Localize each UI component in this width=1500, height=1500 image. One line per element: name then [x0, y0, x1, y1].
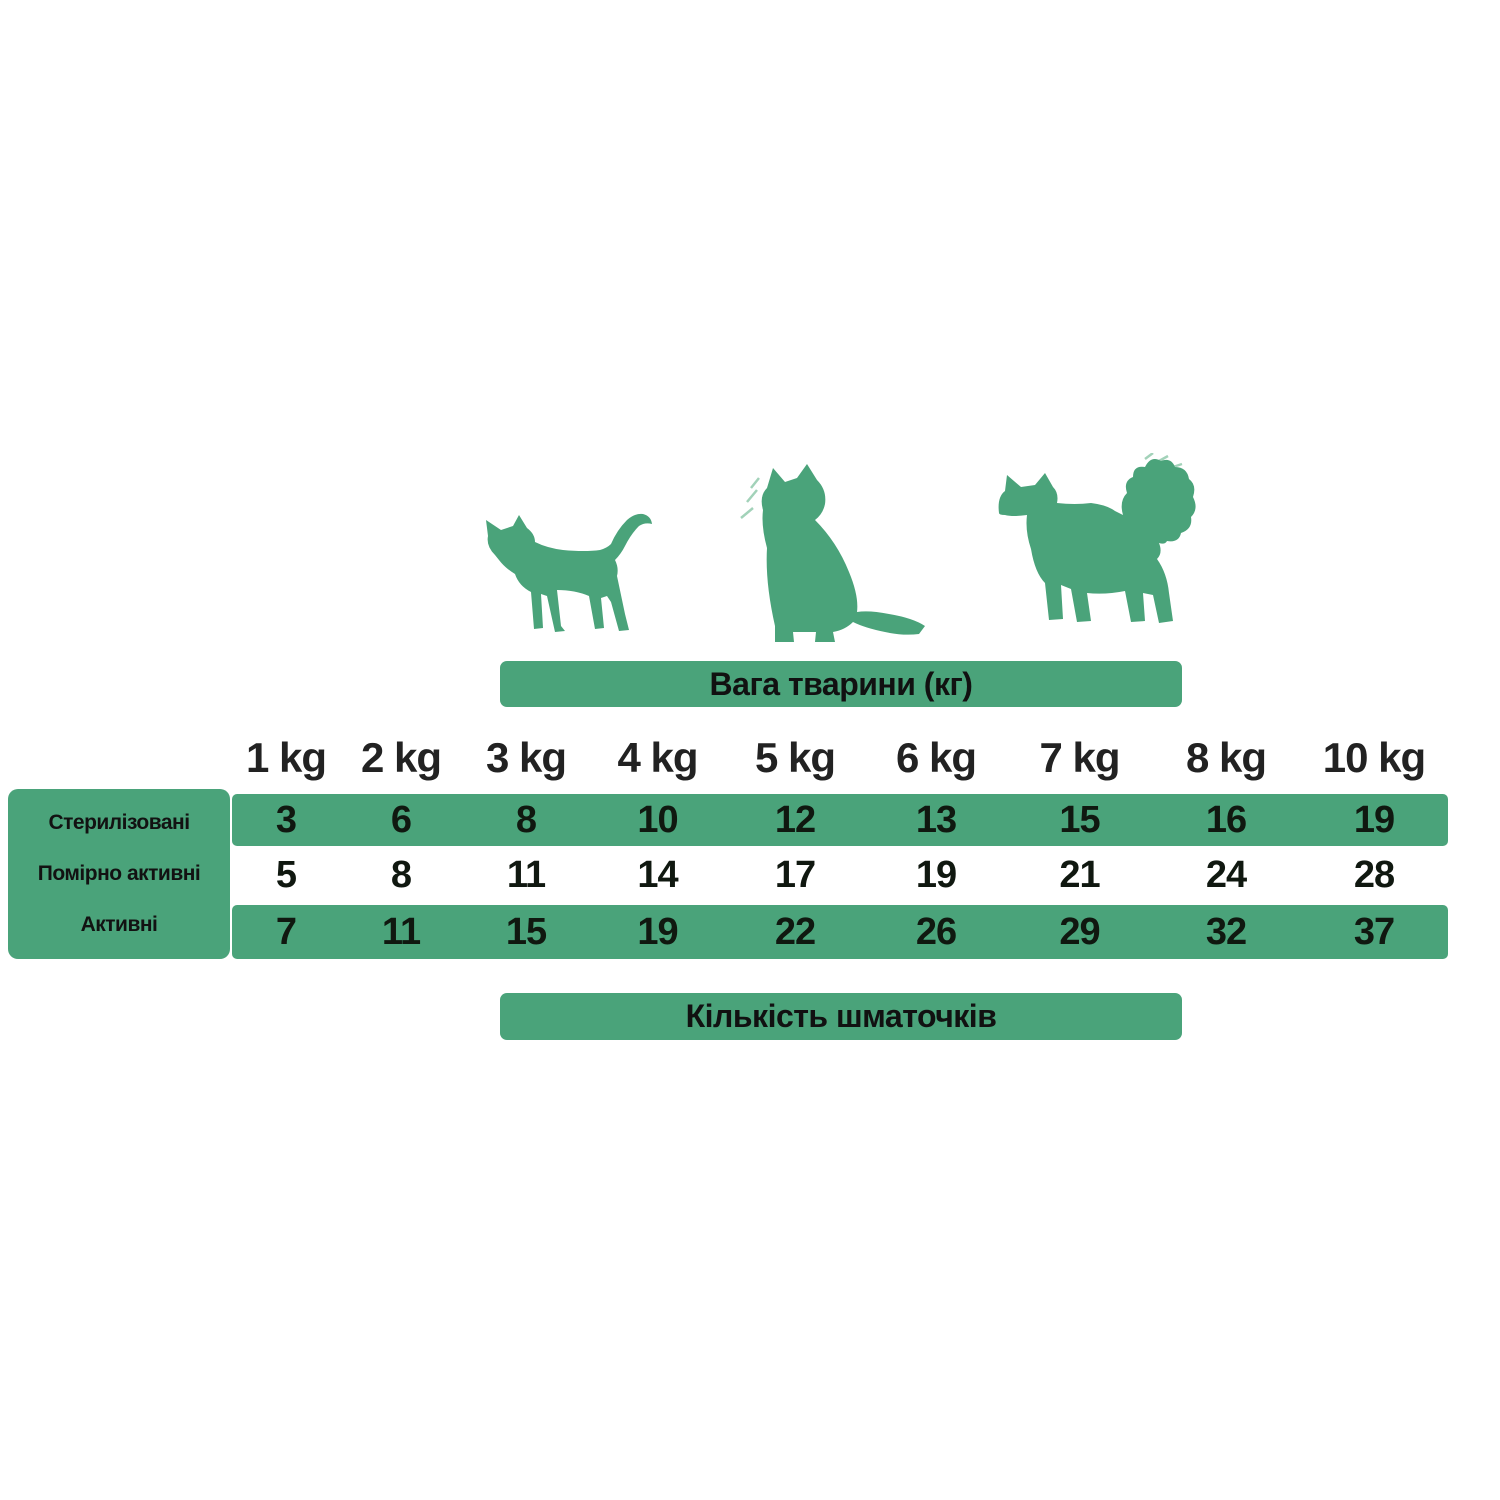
activity-labels-block: Стерилізовані Помірно активні Активні	[8, 789, 230, 959]
cell-value: 19	[1353, 798, 1395, 841]
cell-value: 14	[637, 854, 678, 896]
cell-value: 19	[915, 854, 957, 896]
weight-header: 7 kg	[1039, 734, 1120, 781]
pieces-banner: Кількість шматочків	[500, 993, 1182, 1040]
weight-header: 8 kg	[1185, 734, 1267, 781]
cell-value: 16	[1205, 798, 1247, 841]
weight-header-row: 1 kg 2 kg 3 kg 4 kg 5 kg 6 kg 7 kg 8 kg …	[232, 731, 1448, 785]
weight-header: 2 kg	[360, 734, 442, 781]
cell-value: 17	[774, 854, 816, 896]
cell-value: 37	[1353, 910, 1395, 953]
weight-header: 4 kg	[617, 734, 698, 781]
row-label-moderately-active: Помірно активні	[37, 861, 201, 885]
cell-value: 10	[637, 798, 678, 841]
cell-value: 29	[1059, 910, 1100, 953]
table-row-active: 7 11 15 19 22 26 29 32 37	[232, 905, 1448, 959]
weight-header: 10 kg	[1322, 734, 1426, 781]
weight-header: 1 kg	[245, 734, 327, 781]
weight-banner: Вага тварини (кг)	[500, 661, 1182, 707]
table-row-sterilized: 3 6 8 10 12 13 15 16 19	[232, 794, 1448, 846]
cell-value: 24	[1205, 854, 1247, 896]
weight-header: 6 kg	[895, 734, 977, 781]
large-cat-icon	[998, 453, 1196, 623]
small-cat-icon	[486, 513, 652, 632]
pieces-banner-label: Кількість шматочків	[685, 998, 997, 1034]
cell-value: 11	[381, 910, 421, 953]
cell-value: 19	[637, 910, 678, 953]
cell-value: 15	[505, 910, 547, 953]
cell-value: 8	[390, 854, 412, 896]
weight-header: 3 kg	[485, 734, 567, 781]
weight-banner-label: Вага тварини (кг)	[709, 665, 973, 702]
cell-value: 22	[774, 910, 816, 953]
cell-value: 7	[275, 910, 297, 953]
cell-value: 6	[390, 798, 412, 841]
cell-value: 21	[1059, 854, 1100, 896]
cell-value: 8	[515, 798, 537, 841]
cell-value: 11	[506, 854, 546, 896]
weight-header: 5 kg	[754, 734, 836, 781]
cell-value: 13	[915, 798, 957, 841]
cell-value: 3	[275, 798, 297, 841]
cell-value: 28	[1353, 854, 1395, 896]
table-row-moderately-active: 5 8 11 14 17 19 21 24 28	[232, 846, 1448, 905]
cell-value: 15	[1059, 798, 1100, 841]
row-label-active: Активні	[80, 913, 158, 937]
cell-value: 32	[1205, 910, 1247, 953]
cell-value: 5	[275, 854, 297, 896]
cell-value: 12	[774, 798, 816, 841]
row-label-sterilized: Стерилізовані	[48, 810, 190, 834]
cell-value: 26	[915, 910, 957, 953]
medium-cat-icon	[740, 464, 925, 642]
